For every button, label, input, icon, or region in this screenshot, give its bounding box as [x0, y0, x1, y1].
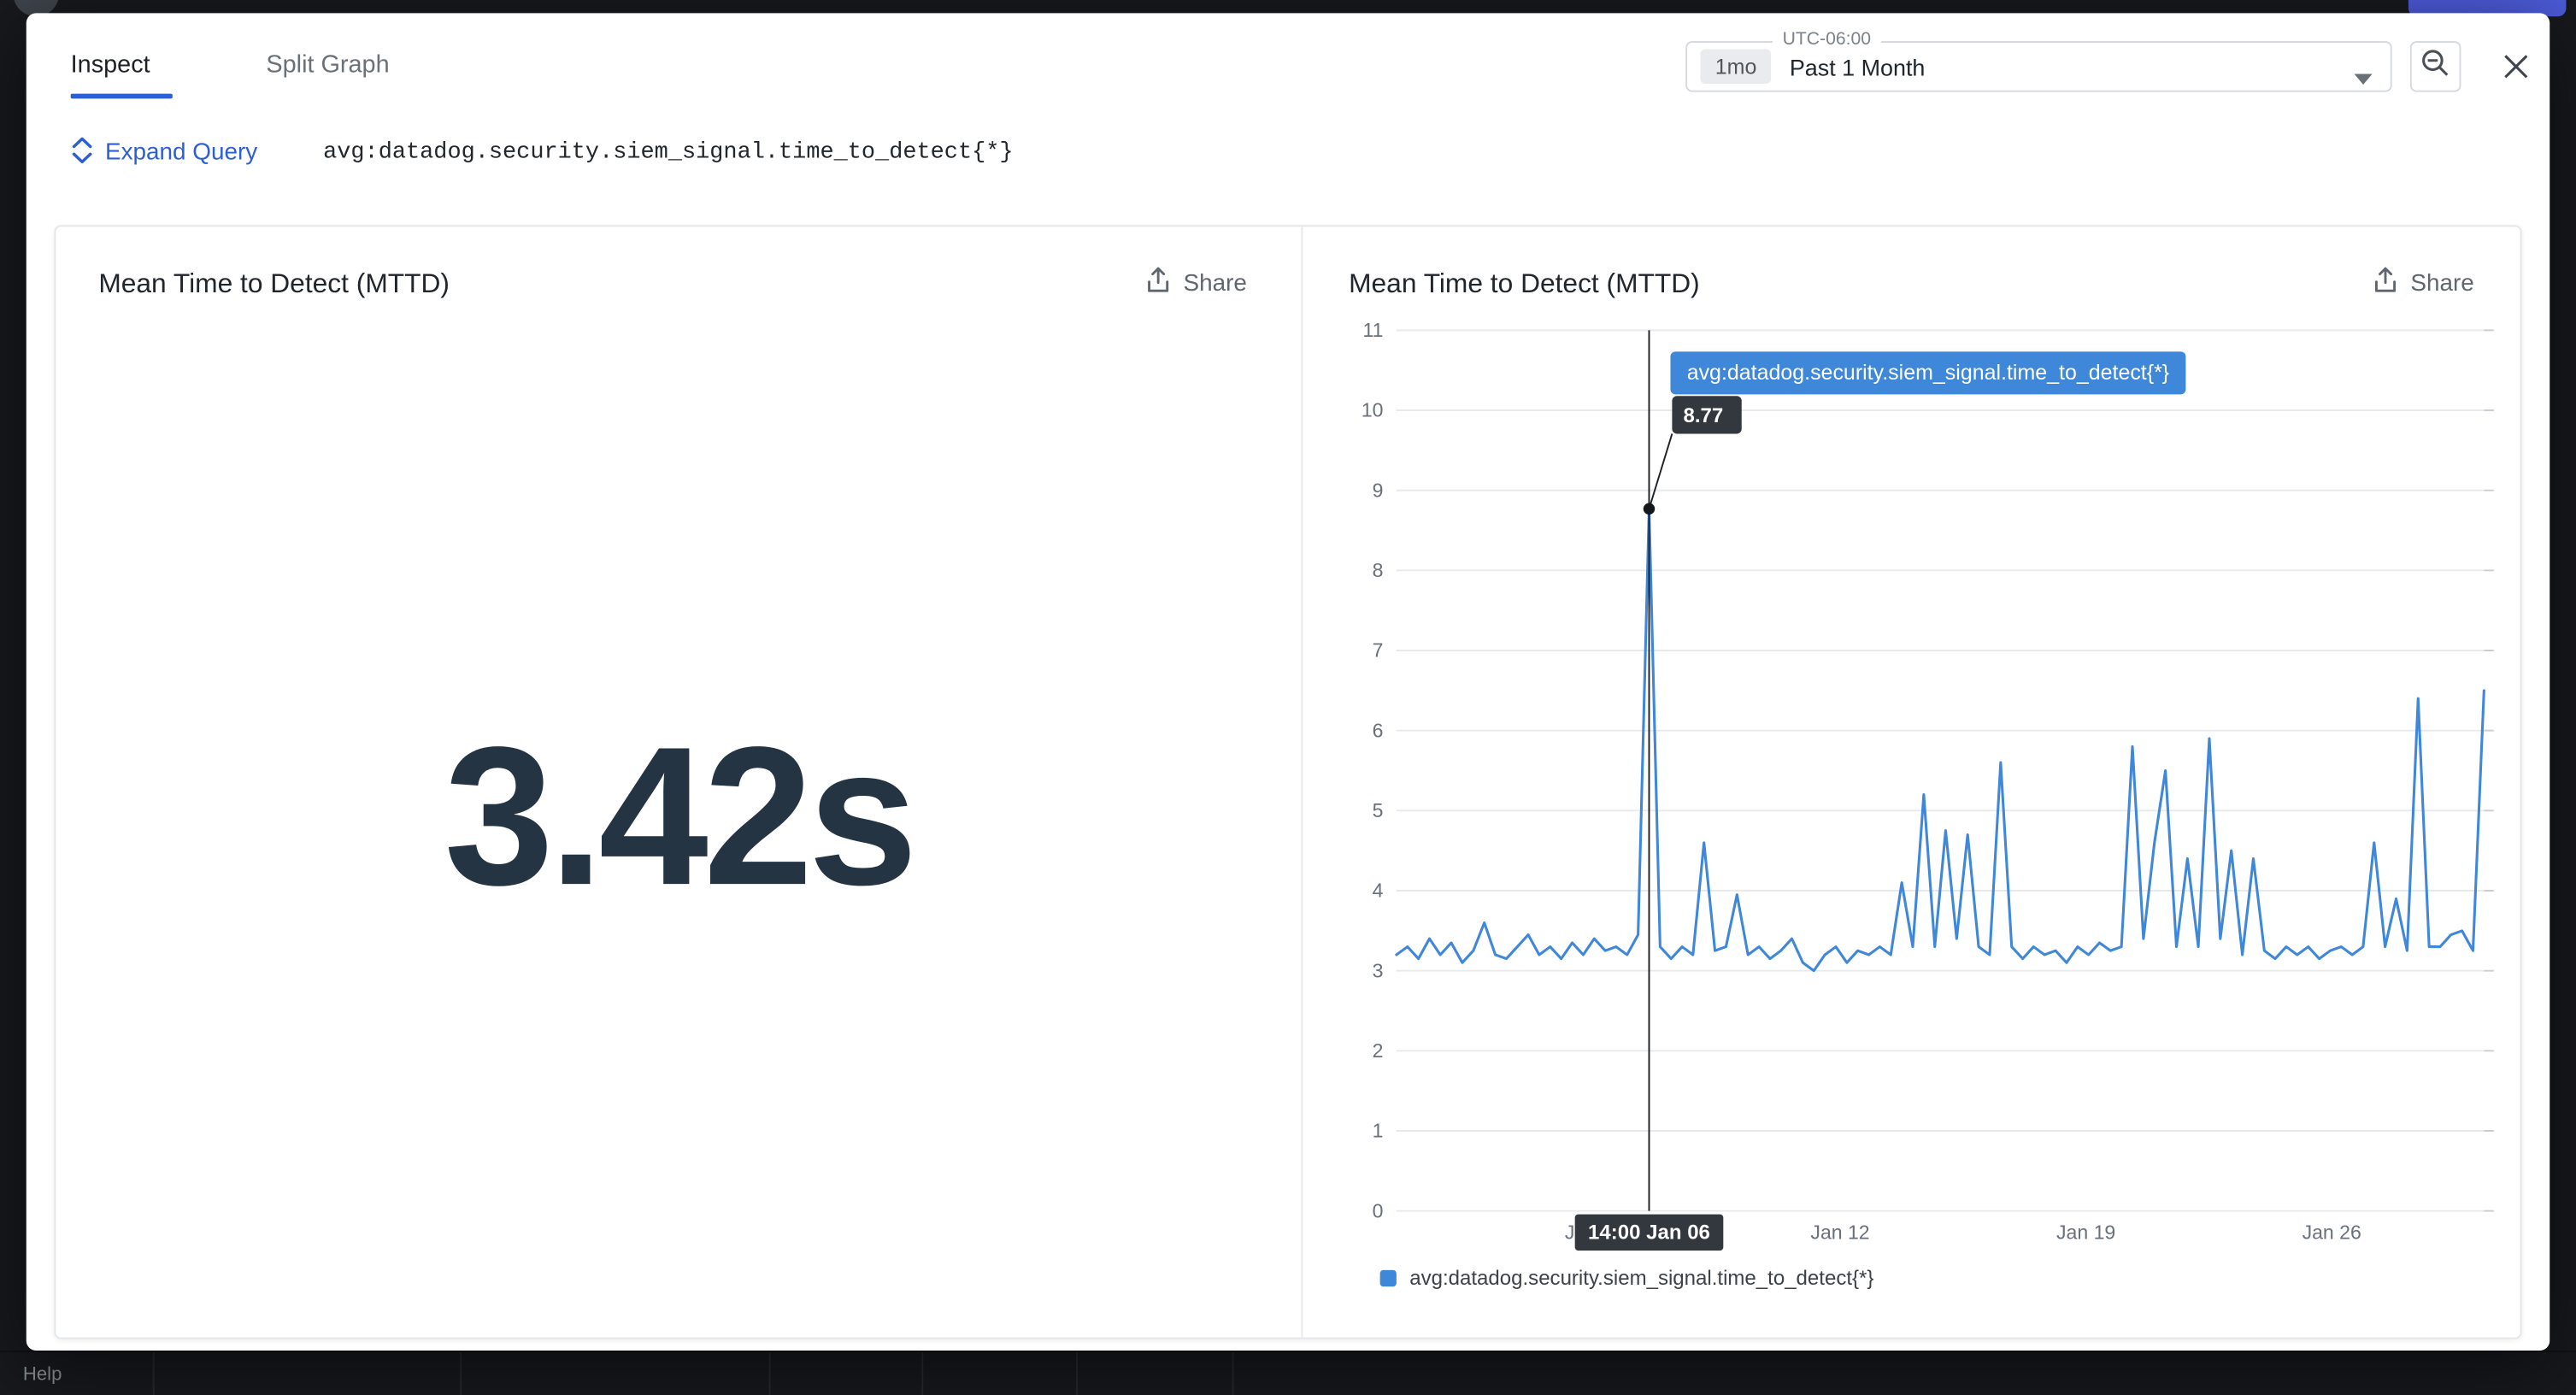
svg-text:6: 6 [1373, 719, 1384, 741]
svg-text:5: 5 [1373, 799, 1384, 821]
close-button[interactable] [2494, 48, 2537, 91]
svg-text:9: 9 [1373, 479, 1384, 501]
svg-text:Jan 19: Jan 19 [2056, 1221, 2115, 1243]
svg-text:0: 0 [1373, 1199, 1384, 1221]
table-gridline [152, 1351, 155, 1395]
panel-title: Mean Time to Detect (MTTD) [1349, 269, 1700, 299]
svg-text:Jan 12: Jan 12 [1810, 1221, 1869, 1243]
legend-swatch [1379, 1269, 1397, 1287]
magnifier-minus-icon [2420, 47, 2451, 86]
chevron-down-icon [2354, 64, 2373, 94]
table-gridline [460, 1351, 462, 1395]
svg-text:7: 7 [1373, 639, 1384, 662]
table-gridline [921, 1351, 924, 1395]
help-link[interactable]: Help [22, 1365, 62, 1386]
share-label: Share [2410, 270, 2474, 297]
svg-text:11: 11 [1363, 319, 1384, 341]
svg-text:10: 10 [1362, 399, 1384, 421]
panel-divider [1301, 227, 1303, 1338]
expand-query-label: Expand Query [105, 139, 258, 167]
tab-inspect[interactable]: Inspect [70, 50, 150, 79]
datadog-logo [13, 0, 60, 17]
table-gridline [1232, 1351, 1234, 1395]
background-primary-button [2408, 0, 2567, 17]
svg-text:3: 3 [1373, 959, 1384, 981]
table-gridline [1076, 1351, 1078, 1395]
background-table: Help [0, 1351, 2576, 1395]
svg-text:1: 1 [1373, 1120, 1384, 1142]
share-button[interactable]: Share [2373, 266, 2474, 300]
panel-title: Mean Time to Detect (MTTD) [98, 269, 450, 299]
close-icon [2502, 53, 2530, 85]
timeseries-panel: Mean Time to Detect (MTTD) Share 0 1 2 3 4 5 6… [1303, 227, 2523, 1340]
share-label: Share [1183, 270, 1247, 297]
time-range-label: Past 1 Month [1789, 53, 1926, 80]
legend-item[interactable]: avg:datadog.security.siem_signal.time_to… [1379, 1267, 1874, 1290]
legend-label: avg:datadog.security.siem_signal.time_to… [1409, 1267, 1874, 1290]
inspect-modal: Inspect Split Graph UTC-06:00 1mo Past 1… [26, 13, 2550, 1351]
svg-text:8: 8 [1373, 559, 1384, 581]
share-icon [2373, 266, 2399, 300]
svg-text:8.77: 8.77 [1684, 404, 1724, 427]
inspect-card: Mean Time to Detect (MTTD) Share 3.42s M… [54, 225, 2523, 1340]
expand-query-button[interactable]: Expand Query [71, 136, 258, 170]
share-icon [1145, 266, 1172, 300]
svg-text:4: 4 [1373, 880, 1384, 902]
query-value-panel: Mean Time to Detect (MTTD) Share 3.42s [56, 227, 1301, 1340]
svg-text:Jan 26: Jan 26 [2303, 1221, 2361, 1243]
time-range-shortcut-badge: 1mo [1700, 49, 1772, 85]
zoom-out-button[interactable] [2409, 41, 2461, 92]
svg-text:2: 2 [1373, 1039, 1384, 1062]
query-bar: Expand Query avg:datadog.security.siem_s… [71, 135, 1014, 171]
share-button[interactable]: Share [1145, 266, 1247, 300]
svg-text:14:00 Jan 06: 14:00 Jan 06 [1588, 1221, 1710, 1244]
timezone-label: UTC-06:00 [1773, 29, 1881, 50]
metric-query-text: avg:datadog.security.siem_signal.time_to… [323, 139, 1014, 167]
unfold-icon [71, 136, 94, 170]
time-range-picker[interactable]: UTC-06:00 1mo Past 1 Month [1685, 29, 2392, 94]
tab-split-graph[interactable]: Split Graph [266, 50, 390, 79]
active-tab-underline [70, 93, 173, 99]
svg-text:avg:datadog.security.siem_sign: avg:datadog.security.siem_signal.time_to… [1687, 361, 2169, 385]
table-gridline [768, 1351, 771, 1395]
mttd-value: 3.42s [444, 707, 918, 927]
